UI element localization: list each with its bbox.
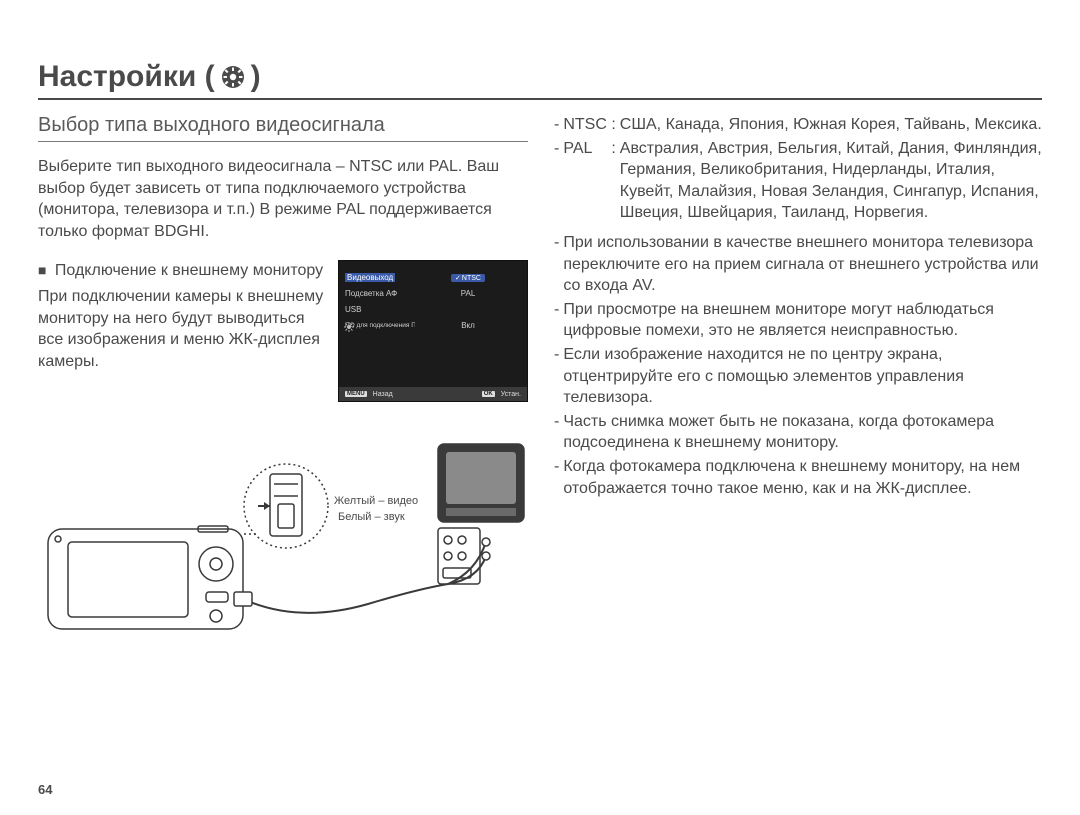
dash-icon: - <box>554 114 563 136</box>
dash-icon: - <box>554 344 563 409</box>
note-body: При использовании в качестве внешнего мо… <box>563 232 1042 297</box>
menu-row-left: Подсветка АФ <box>345 289 415 298</box>
check-icon: ✓ <box>455 275 461 282</box>
pal-item: - PAL : Австралия, Австрия, Бельгия, Кит… <box>554 138 1042 224</box>
content-columns: Выбор типа выходного видеосигнала Выбери… <box>38 114 1042 634</box>
connection-diagram: Желтый – видео Белый – звук <box>38 424 528 634</box>
note-item: - Когда фотокамера подключена к внешнему… <box>554 456 1042 499</box>
menu-row-right: PAL <box>415 289 521 298</box>
left-column: Выбор типа выходного видеосигнала Выбери… <box>38 114 528 634</box>
sub-heading-text: Подключение к внешнему монитору <box>55 262 323 279</box>
menu-footer: MENU Назад OK Устан. <box>339 387 527 401</box>
note-body: При просмотре на внешнем мониторе могут … <box>563 299 1042 342</box>
pal-body: Австралия, Австрия, Бельгия, Китай, Дани… <box>620 138 1042 224</box>
colon: : <box>611 138 619 224</box>
note-body: Когда фотокамера подключена к внешнему м… <box>563 456 1042 499</box>
sub-heading: ■ Подключение к внешнему монитору <box>38 260 324 282</box>
note-item: - Часть снимка может быть не показана, к… <box>554 411 1042 454</box>
page-number: 64 <box>38 782 52 797</box>
note-item: - При просмотре на внешнем мониторе могу… <box>554 299 1042 342</box>
menu-back-btn: MENU <box>345 391 367 397</box>
title-suffix: ) <box>251 60 261 94</box>
dash-icon: - <box>554 232 563 297</box>
ntsc-item: - NTSC : США, Канада, Япония, Южная Коре… <box>554 114 1042 136</box>
title-prefix: Настройки ( <box>38 60 215 94</box>
menu-back-label: Назад <box>373 391 393 398</box>
dash-icon: - <box>554 411 563 454</box>
note-item: - При использовании в качестве внешнего … <box>554 232 1042 297</box>
menu-row-left: USB <box>345 305 415 314</box>
menu-row-right: ✓NTSC <box>451 274 485 282</box>
ntsc-body: США, Канада, Япония, Южная Корея, Тайван… <box>620 114 1042 136</box>
note-body: Если изображение находится не по центру … <box>563 344 1042 409</box>
sub-body-text: При подключении камеры к внешнему монито… <box>38 286 324 372</box>
menu-row-left: Видеовыход <box>345 273 395 282</box>
gear-icon <box>221 65 245 89</box>
menu-screenshot: Видеовыход ✓NTSC Подсветка АФ PAL USB ПО… <box>338 260 528 402</box>
note-body: Часть снимка может быть не показана, ког… <box>563 411 1042 454</box>
diagram-label-white: Белый – звук <box>338 511 405 523</box>
square-bullet-icon: ■ <box>38 262 46 278</box>
pal-label: PAL <box>563 138 611 224</box>
ntsc-label: NTSC <box>563 114 611 136</box>
sub-block: ■ Подключение к внешнему монитору При по… <box>38 260 528 402</box>
right-column: - NTSC : США, Канада, Япония, Южная Коре… <box>554 114 1042 634</box>
colon: : <box>611 114 619 136</box>
dash-icon: - <box>554 138 563 224</box>
menu-ok-btn: OK <box>482 391 495 397</box>
section-title: Выбор типа выходного видеосигнала <box>38 114 528 142</box>
note-item: - Если изображение находится не по центр… <box>554 344 1042 409</box>
sub-text: ■ Подключение к внешнему монитору При по… <box>38 260 324 372</box>
dash-icon: - <box>554 456 563 499</box>
gear-icon <box>343 321 355 333</box>
intro-text: Выберите тип выходного видеосигнала – NT… <box>38 156 528 242</box>
diagram-label-yellow: Желтый – видео <box>334 495 418 507</box>
menu-ok-label: Устан. <box>501 391 521 398</box>
dash-icon: - <box>554 299 563 342</box>
page-title: Настройки ( ) <box>38 60 1042 100</box>
menu-row-right: Вкл <box>415 321 521 330</box>
menu-row-left: ПО для подключения ПК <box>345 322 415 329</box>
